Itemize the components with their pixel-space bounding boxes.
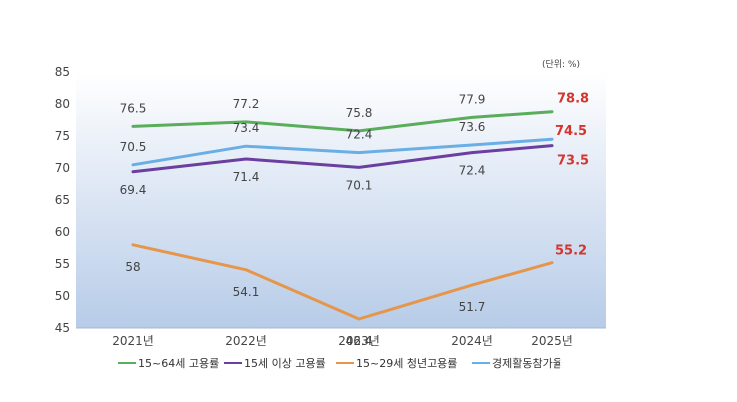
- data-label: 69.4: [120, 183, 147, 197]
- series-line-0: [131, 110, 554, 133]
- y-tick-label: 50: [55, 289, 70, 303]
- legend: 15~64세 고용률 15세 이상 고용률 15~29세 청년고용률 경제활동참가율: [118, 356, 563, 370]
- legend-label: 15~64세 고용률: [138, 357, 219, 370]
- data-label: 77.2: [233, 97, 260, 111]
- watermark-subtext: Korea Time News: [600, 377, 643, 383]
- data-label: 76.5: [120, 101, 147, 115]
- y-tick-label: 75: [55, 129, 70, 143]
- y-axis-ticks: 85 80 75 70 65 60 55 50 45: [55, 65, 70, 335]
- y-tick-label: 60: [55, 225, 70, 239]
- y-tick-label: 70: [55, 161, 70, 175]
- data-label: 72.4: [346, 128, 373, 142]
- x-tick-label: 2023년: [338, 334, 380, 348]
- y-tick-label: 85: [55, 65, 70, 79]
- data-label: 75.8: [346, 106, 373, 120]
- data-labels: 76.5 77.2 75.8 77.9 78.8 69.4 71.4 70.1 72.4 73.5…: [120, 92, 589, 348]
- series-line-2: [131, 243, 554, 321]
- y-tick-label: 45: [55, 321, 70, 335]
- y-tick-label: 55: [55, 257, 70, 271]
- data-label: 74.5: [555, 124, 587, 139]
- series-lines: [131, 110, 554, 321]
- x-tick-label: 2021년: [112, 334, 154, 348]
- legend-label: 경제활동참가율: [492, 356, 563, 370]
- series-line-1: [131, 144, 554, 174]
- data-label: 70.1: [346, 178, 373, 192]
- data-label: 46.4: [346, 334, 373, 348]
- data-label: 58: [125, 260, 140, 274]
- data-label: 51.7: [459, 300, 486, 314]
- x-tick-label: 2022년: [225, 334, 267, 348]
- data-label: 72.4: [459, 164, 486, 178]
- legend-label: 15~29세 청년고용률: [356, 357, 457, 370]
- watermark-text: 코리아타임뉴스: [599, 359, 689, 376]
- unit-note: (단위: %): [542, 59, 580, 70]
- data-label: 70.5: [120, 140, 147, 154]
- data-label: 73.5: [557, 154, 589, 169]
- x-tick-label: 2024년: [451, 334, 493, 348]
- data-label: 55.2: [555, 244, 587, 259]
- plot-area: [76, 72, 606, 328]
- x-axis-ticks: 2021년 2022년 2023년 2024년 2025년: [112, 334, 573, 348]
- y-tick-label: 65: [55, 193, 70, 207]
- watermark: 코리아타임뉴스 Korea Time News: [560, 352, 689, 383]
- data-label: 73.6: [459, 120, 486, 134]
- x-tick-label: 2025년: [531, 334, 573, 348]
- series-line-3: [131, 137, 554, 167]
- y-tick-label: 80: [55, 97, 70, 111]
- legend-label: 15세 이상 고용률: [244, 357, 326, 370]
- watermark-logo-icon: [560, 352, 597, 382]
- data-label: 54.1: [233, 285, 260, 299]
- data-label: 77.9: [459, 92, 486, 106]
- data-label: 78.8: [557, 92, 589, 107]
- data-label: 71.4: [233, 170, 260, 184]
- data-label: 73.4: [233, 121, 260, 135]
